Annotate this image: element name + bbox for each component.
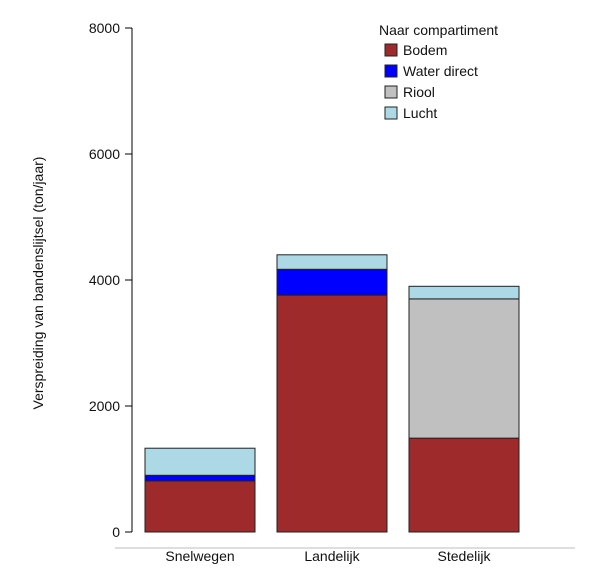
legend-label: Riool [403,84,435,100]
legend-label: Bodem [403,42,447,58]
bar-segment-water-direct [276,268,388,296]
x-category-label: Stedelijk [438,548,492,564]
x-category-label: Snelwegen [165,548,234,564]
legend-label: Lucht [403,105,437,121]
legend-swatch [384,64,398,78]
bar-segment-lucht [408,285,520,300]
y-tick-label: 0 [112,524,120,540]
bars [144,254,520,533]
bar-segment-riool [408,298,520,439]
y-tick-label: 4000 [89,272,120,288]
y-ticks: 0 2000 4000 6000 8000 [89,20,132,540]
bar-segment-water-direct [144,474,256,482]
legend-label: Water direct [403,63,478,79]
legend: Naar compartiment Bodem Water direct Riool… [379,22,498,121]
bar-segment-bodem [144,480,256,533]
y-tick-label: 8000 [89,20,120,36]
legend-swatch [384,43,398,57]
y-axis-label: Verspreiding van bandenslijtsel (ton/jaa… [30,157,46,410]
legend-swatch [384,106,398,120]
y-tick-label: 6000 [89,146,120,162]
bar-segment-lucht [276,254,388,270]
bar-segment-bodem [408,437,520,533]
bar-segment-lucht [144,447,256,476]
legend-swatch [384,85,398,99]
x-category-label: Landelijk [304,548,360,564]
x-categories: Snelwegen Landelijk Stedelijk [165,548,491,564]
legend-title: Naar compartiment [379,22,498,38]
y-tick-label: 2000 [89,398,120,414]
bar-segment-bodem [276,294,388,533]
